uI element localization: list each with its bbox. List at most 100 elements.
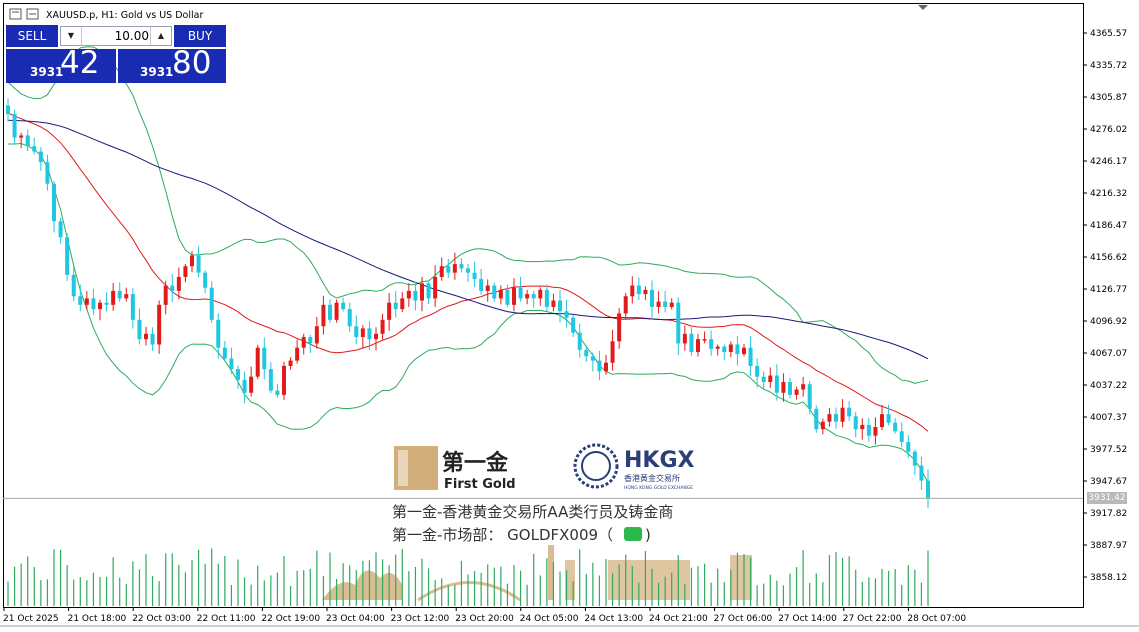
bear-candle — [104, 302, 109, 305]
lot-size-stepper[interactable]: ▼ 10.00 ▲ — [60, 26, 172, 46]
bear-candle — [676, 302, 681, 344]
opera-house-silhouette — [322, 570, 402, 600]
bear-candle — [722, 346, 727, 353]
x-tick-label: 27 Oct 22:00 — [843, 614, 902, 624]
buy-button[interactable]: BUY — [174, 25, 226, 47]
bull-candle — [860, 424, 865, 430]
bull-candle — [360, 328, 365, 337]
bull-candle — [380, 319, 385, 334]
bull-candle — [387, 302, 392, 320]
bear-candle — [584, 349, 589, 357]
bear-candle — [709, 339, 714, 349]
building-silhouette-2 — [730, 555, 752, 600]
x-tick-label: 21 Oct 18:00 — [68, 614, 127, 624]
bull-candle — [801, 384, 806, 390]
tower-silhouette — [548, 545, 554, 600]
y-tick-label: 3887.97 — [1090, 541, 1127, 551]
bear-candle — [597, 360, 602, 372]
y-tick-label: 4365.57 — [1090, 29, 1127, 39]
bear-candle — [71, 274, 76, 297]
y-tick-label: 4305.87 — [1090, 93, 1127, 103]
bear-candle — [866, 424, 871, 436]
sell-button[interactable]: SELL — [6, 25, 58, 47]
bear-candle — [479, 279, 484, 291]
chart-shift-marker[interactable] — [918, 5, 928, 10]
buy-price-pips: 80 — [172, 45, 212, 81]
bull-candle — [682, 333, 687, 344]
bear-candle — [492, 285, 497, 299]
bear-candle — [137, 319, 142, 340]
bear-candle — [242, 379, 247, 393]
lot-decrease-icon[interactable]: ▼ — [61, 27, 82, 45]
watermark: 第一金 First Gold HKGX 香港黃金交易所 HONG KONG GO… — [322, 443, 752, 602]
bull-candle — [144, 333, 148, 340]
bear-candle — [209, 287, 214, 320]
bear-candle — [229, 358, 234, 370]
bear-candle — [505, 289, 510, 305]
bear-candle — [761, 376, 766, 383]
bear-candle — [906, 442, 911, 452]
wechat-icon — [624, 527, 642, 541]
buy-price-button[interactable]: 3931 80 — [118, 45, 226, 83]
bear-candle — [91, 298, 96, 310]
bull-candle — [604, 362, 608, 372]
x-tick-label: 24 Oct 21:00 — [649, 614, 708, 624]
bull-candle — [314, 326, 319, 344]
chart-frame — [3, 3, 1084, 608]
current-price-label: 3931.42 — [1087, 492, 1127, 505]
bear-candle — [735, 344, 740, 355]
bear-candle — [807, 384, 812, 409]
bull-candle — [656, 301, 661, 307]
y-tick-label: 4096.92 — [1090, 317, 1127, 327]
bear-candle — [216, 319, 221, 348]
bull-candle — [295, 347, 300, 361]
bull-candle — [669, 302, 674, 307]
bear-candle — [577, 332, 582, 350]
hkgx-seal-icon — [573, 443, 619, 489]
lot-size-input[interactable]: 10.00 — [114, 29, 149, 43]
y-tick-label: 3947.67 — [1090, 477, 1127, 487]
x-tick-label: 23 Oct 20:00 — [455, 614, 514, 624]
bear-candle — [886, 414, 891, 423]
bull-candle — [98, 302, 102, 310]
bull-candle — [827, 414, 832, 422]
bull-candle — [157, 304, 162, 345]
bull-candle — [111, 290, 116, 305]
x-tick-label: 23 Oct 12:00 — [391, 614, 450, 624]
sell-price-button[interactable]: 3931 42 — [6, 45, 116, 83]
bear-candle — [393, 302, 398, 310]
x-tick-label: 24 Oct 13:00 — [584, 614, 643, 624]
bull-candle — [321, 304, 326, 327]
bear-candle — [558, 300, 562, 312]
x-tick-label: 24 Oct 05:00 — [520, 614, 579, 624]
bull-candle — [163, 285, 168, 305]
bull-candle — [406, 290, 411, 299]
bear-candle — [788, 382, 792, 395]
bull-candle — [728, 344, 733, 353]
bear-candle — [459, 264, 464, 269]
bear-candle — [636, 285, 641, 295]
chart-title: XAUUSD.p, H1: Gold vs US Dollar — [46, 10, 203, 21]
chart-title-group: XAUUSD.p, H1: Gold vs US Dollar — [9, 8, 203, 21]
bull-candle — [794, 389, 799, 395]
y-tick-label: 4156.62 — [1090, 253, 1127, 263]
bear-candle — [38, 151, 43, 163]
bridge-silhouette — [417, 581, 521, 602]
bear-candle — [571, 317, 576, 333]
y-tick-label: 3917.82 — [1090, 509, 1127, 519]
bull-candle — [255, 347, 260, 377]
first-gold-logo-stripe — [398, 450, 408, 486]
bull-candle — [400, 298, 405, 310]
bull-candle — [715, 346, 720, 349]
time-axis: 21 Oct 2025 21 Oct 18:00 22 Oct 03:00 22 Oc… — [3, 607, 966, 624]
bear-candle — [6, 105, 10, 115]
hkgx-en: HONG KONG GOLD EXCHANGE — [624, 485, 693, 491]
bear-candle — [755, 365, 760, 377]
lot-increase-icon[interactable]: ▲ — [150, 27, 171, 45]
bear-candle — [466, 268, 470, 273]
bull-candle — [742, 347, 746, 355]
hkgx-seal-inner — [581, 451, 611, 481]
bear-candle — [65, 237, 70, 275]
bear-candle — [32, 146, 37, 152]
